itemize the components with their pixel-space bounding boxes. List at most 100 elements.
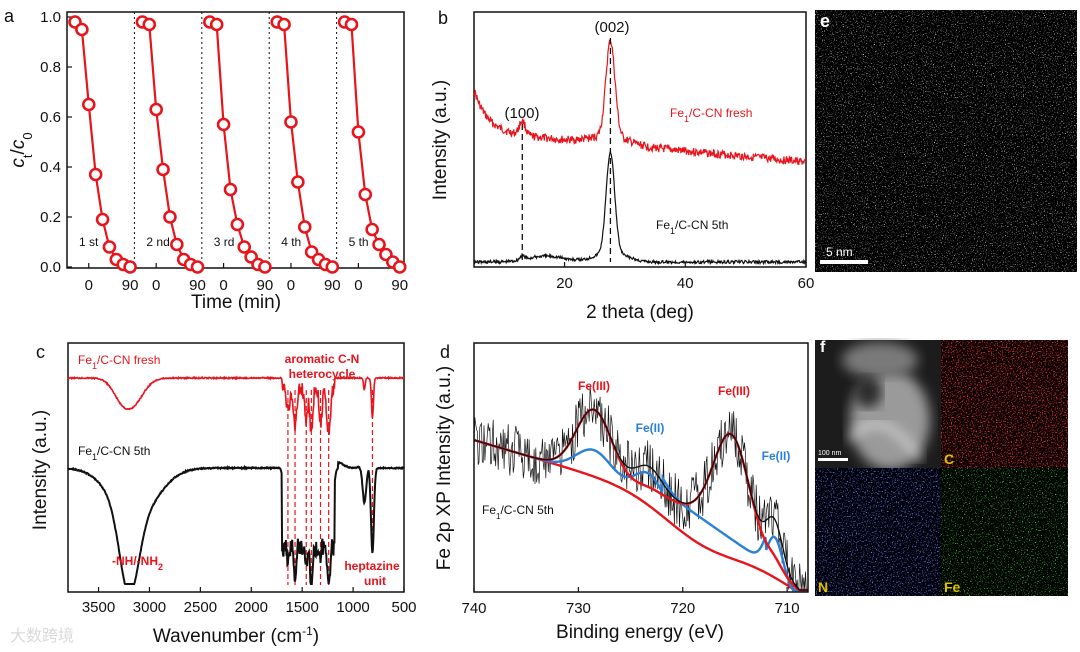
panel-a-letter: a [4,6,15,26]
panel-b-series-5th [473,150,807,266]
panel-f-map-n: N [815,468,941,596]
panel-b-xlabel: 2 theta (deg) [586,302,694,323]
panel-a-point [392,260,407,274]
panel-b: b 20 40 60 (100) (002) Fe1/C-CN fresh Fe1/… [430,8,814,323]
panel-d: d 740 730 720 710 Fe(III) Fe(II) Fe(III) Fe… [434,342,809,643]
panel-c-xtick-label: 1500 [285,599,318,616]
panel-d-xtick-label: 730 [566,600,591,617]
panel-c-legend-5th: Fe1/C-CN 5th [78,444,150,462]
panel-a-cycle-label: 3 rd [214,235,235,249]
panel-c-xtick-label: 1000 [336,599,369,616]
panel-e-letter: e [820,11,830,31]
panel-a-point [358,187,373,202]
panel-a-xtick-label: 90 [122,277,139,294]
panel-a-xtick-label: 0 [219,277,227,294]
panel-a-point [170,237,184,252]
panel-a-point [156,162,170,177]
panel-a-point [291,175,305,189]
panel-a-point [277,17,291,32]
panel-c-series-fresh [67,375,405,435]
panel-a-point [284,115,298,129]
panel-f-tem: f 100 nm [815,339,941,470]
panel-a-point [372,237,386,252]
panel-a: a 0.0 0.2 0.4 0.6 0.8 1.0 0 90 0 90 0 90 0 90 0 90 1 s… [4,6,408,313]
panel-f-map-c-label: C [944,451,954,467]
panel-d-peak-label-1: Fe(III) [578,379,610,393]
panel-a-point [209,17,224,32]
panel-a-point [237,240,252,254]
panel-c-letter: c [36,342,45,362]
panel-d-raw-spectrum [473,386,808,591]
panel-a-point [325,260,340,274]
panel-a-xtick-label: 90 [324,277,341,294]
panel-f-map-fe-label: Fe [944,579,961,595]
panel-d-xtick-label: 710 [775,600,800,617]
panel-a-xtick-label: 90 [189,277,206,294]
panel-d-xlabel: Binding energy (eV) [556,622,724,643]
panel-c-xtick-label: 3000 [133,599,166,616]
panel-c-xlabel: Wavenumber (cm-1) [153,624,319,647]
panel-a-point [223,182,238,197]
panel-d-sample-label: Fe1/C-CN 5th [482,503,554,521]
panel-f-map-fe: Fe [941,468,1068,596]
panel-d-letter: d [440,342,450,362]
panel-a-ytick-label: 0.0 [40,259,61,276]
panel-a-point [81,97,96,112]
panel-d-xtick-label: 720 [670,600,695,617]
panel-f-map-n-label: N [818,579,828,595]
panel-d-envelope [473,408,808,591]
panel-b-letter: b [438,8,448,28]
panel-a-point [297,220,312,234]
panel-a-point [351,125,366,139]
panel-a-point [142,17,157,32]
panel-c-annot-heterocycle: heterocycle [289,367,356,381]
panel-a-cycle-label: 1 st [79,235,99,249]
panel-d-peak-label-4: Fe(II) [762,449,791,463]
panel-f-map-c: C [941,340,1068,468]
panel-a-point [258,260,272,274]
panel-d-ylabel: Fe 2p XP Intensity (a.u.) [434,366,455,571]
panel-c-xtick-label: 500 [391,599,416,616]
panel-a-point [163,210,177,224]
panel-a-xlabel: Time (min) [191,292,281,313]
panel-c-xtick-label: 2000 [235,599,268,616]
panel-a-ylabel: ct/c0 [8,132,35,167]
panel-a-xtick-label: 0 [354,277,362,294]
panel-a-point [95,212,110,227]
panel-a-frame [66,11,405,269]
panel-a-xtick-label: 0 [85,277,93,294]
panel-a-ytick-label: 0.8 [40,59,61,76]
panel-c-legend-fresh: Fe1/C-CN fresh [78,353,160,371]
panel-c-annot-heptazine: heptazine [344,559,400,573]
panel-a-ytick-label: 0.4 [40,159,61,176]
panel-b-xtick-label: 40 [677,275,694,292]
panel-f-images: f 100 nm C N Fe [815,339,1068,596]
panel-a-cycle-label: 5 th [349,235,369,249]
panel-e-scalebar [820,260,868,264]
panel-a-xtick-label: 0 [152,277,160,294]
panel-a-point [75,22,89,37]
panel-d-frame [473,342,809,593]
panel-a-ytick-label: 1.0 [40,9,61,26]
panel-e-scale-label: 5 nm [826,245,853,259]
panel-b-legend-5th: Fe1/C-CN 5th [656,218,728,236]
panel-d-peak-label-2: Fe(II) [636,421,665,435]
panel-c: c 3500 3000 2500 2000 1500 1000 500 Fe1/C-CN f… [30,342,417,647]
panel-c-xtick-label: 2500 [184,599,217,616]
watermark: 大数跨境 [10,626,75,645]
panel-a-cycle-label: 2 nd [146,235,169,249]
panel-a-cycle-line [142,20,198,269]
panel-f-letter: f [820,339,826,356]
panel-a-xtick-label: 0 [287,277,295,294]
panel-c-series-5th [67,460,405,585]
panel-a-point [344,17,359,32]
panel-b-series-fresh [473,39,806,166]
panel-d-xtick-label: 740 [461,600,486,617]
panel-a-ytick-label: 0.2 [40,209,61,226]
panel-d-peak-label-3: Fe(III) [718,384,750,398]
panel-c-xtick-label: 3500 [82,599,115,616]
panel-a-cycle-label: 4 th [281,235,301,249]
panel-a-xtick-label: 90 [257,277,274,294]
panel-a-point [365,222,379,237]
